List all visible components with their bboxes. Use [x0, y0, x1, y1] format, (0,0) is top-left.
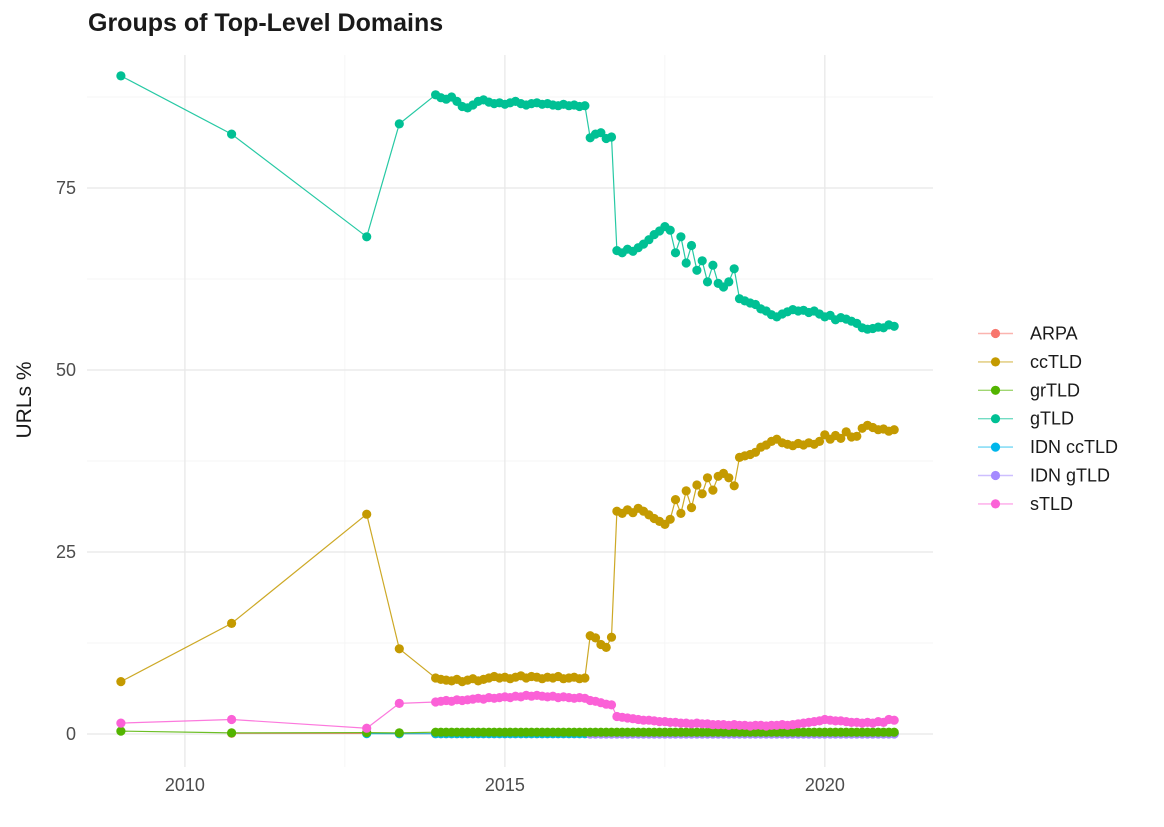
- data-point: [681, 258, 691, 268]
- legend-item-sTLD: sTLD: [978, 494, 1073, 514]
- data-point: [606, 132, 617, 142]
- legend-item-label: ARPA: [1030, 324, 1078, 344]
- axis-labels: 2010 2015 2020 0 25 50 75: [56, 178, 845, 795]
- data-point: [580, 101, 590, 111]
- y-tick-label: 75: [56, 178, 76, 198]
- data-point: [702, 277, 713, 287]
- series-layer: [116, 71, 899, 739]
- data-point: [889, 425, 899, 435]
- data-point: [394, 698, 404, 709]
- legend: ARPA ccTLD grTLD gTLD IDN ccTLD IDN gTLD sTLD: [978, 324, 1118, 514]
- data-point: [362, 723, 372, 733]
- data-point: [681, 486, 691, 496]
- data-point: [227, 714, 237, 725]
- data-point: [116, 718, 126, 728]
- legend-key-point: [990, 470, 1001, 481]
- legend-item-label: ccTLD: [1030, 352, 1082, 372]
- gridlines: [87, 55, 933, 767]
- data-point: [670, 495, 681, 505]
- data-point: [697, 489, 707, 499]
- data-point: [889, 727, 899, 737]
- data-point: [724, 277, 734, 287]
- data-point: [836, 433, 846, 443]
- chart-title: Groups of Top-Level Domains: [88, 9, 443, 37]
- data-point: [724, 473, 734, 483]
- data-point: [116, 677, 126, 687]
- data-point: [394, 644, 404, 654]
- data-point: [665, 225, 675, 235]
- legend-item-label: IDN gTLD: [1030, 466, 1110, 486]
- data-point: [708, 260, 718, 270]
- legend-item-label: IDN ccTLD: [1030, 437, 1118, 457]
- series-ccTLD: [116, 420, 899, 687]
- series-grTLD: [116, 726, 899, 738]
- data-point: [686, 503, 697, 513]
- legend-item-label: sTLD: [1030, 494, 1073, 514]
- data-point: [702, 473, 713, 483]
- y-tick-label: 0: [66, 724, 76, 744]
- data-point: [889, 321, 899, 331]
- data-point: [606, 632, 617, 642]
- data-point: [814, 436, 825, 446]
- data-point: [362, 509, 372, 519]
- data-point: [116, 726, 126, 736]
- legend-key-point: [990, 414, 1001, 424]
- y-tick-label: 50: [56, 360, 76, 380]
- data-point: [670, 248, 681, 258]
- data-point: [606, 700, 617, 710]
- x-tick-label: 2010: [165, 775, 205, 795]
- legend-item-IDN-ccTLD: IDN ccTLD: [978, 437, 1118, 457]
- legend-key-point: [990, 357, 1001, 367]
- data-point: [601, 642, 611, 653]
- legend-item-ARPA: ARPA: [978, 324, 1078, 344]
- data-point: [889, 715, 899, 725]
- data-point: [227, 728, 237, 738]
- data-point: [580, 673, 590, 683]
- data-point: [665, 514, 675, 524]
- data-point: [686, 240, 697, 251]
- data-point: [729, 264, 739, 274]
- series-gTLD: [116, 71, 899, 334]
- legend-item-label: gTLD: [1030, 409, 1074, 429]
- data-point: [596, 128, 606, 138]
- data-point: [697, 256, 707, 266]
- legend-item-gTLD: gTLD: [978, 409, 1074, 429]
- y-axis-title: URLs %: [13, 361, 36, 438]
- data-point: [729, 481, 739, 491]
- data-point: [227, 129, 237, 139]
- data-point: [676, 508, 686, 518]
- x-tick-label: 2020: [805, 775, 845, 795]
- data-point: [394, 728, 404, 738]
- legend-item-grTLD: grTLD: [978, 380, 1080, 400]
- data-point: [852, 431, 862, 441]
- data-point: [394, 119, 404, 129]
- y-tick-label: 25: [56, 542, 76, 562]
- data-point: [708, 485, 718, 495]
- data-point: [362, 232, 372, 242]
- x-tick-label: 2015: [485, 775, 525, 795]
- data-point: [590, 633, 601, 643]
- legend-key-point: [990, 442, 1001, 452]
- legend-key-point: [990, 328, 1001, 339]
- series-sTLD: [116, 690, 899, 733]
- legend-key-point: [990, 499, 1001, 509]
- legend-item-ccTLD: ccTLD: [978, 352, 1082, 372]
- legend-item-IDN-gTLD: IDN gTLD: [978, 466, 1110, 486]
- data-point: [692, 265, 702, 275]
- data-point: [676, 232, 686, 242]
- legend-item-label: grTLD: [1030, 380, 1080, 400]
- legend-key-point: [990, 385, 1001, 395]
- data-point: [692, 480, 702, 490]
- data-point: [116, 71, 126, 81]
- data-point: [227, 618, 237, 629]
